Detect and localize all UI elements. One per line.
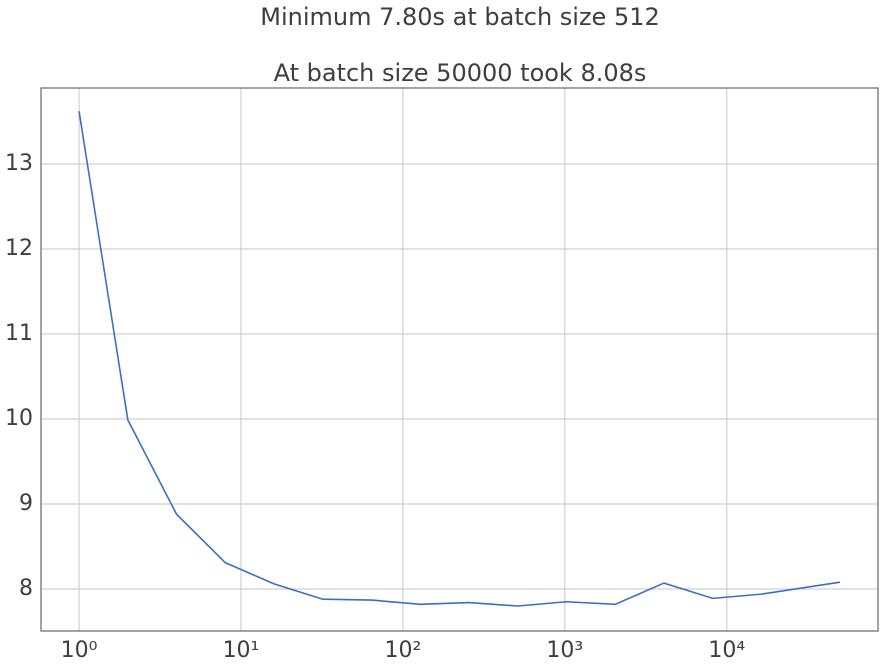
y-tick-label: 9 <box>19 491 33 516</box>
x-tick-label: 10⁰ <box>61 638 98 663</box>
x-tick-label: 10⁴ <box>708 638 745 663</box>
y-tick-label: 8 <box>19 576 33 601</box>
line-series <box>78 111 841 607</box>
y-tick-label: 10 <box>5 406 33 431</box>
x-tick-label: 10¹ <box>223 638 260 663</box>
x-tick-label: 10² <box>385 638 422 663</box>
plot-frame <box>40 87 879 632</box>
x-tick-label: 10³ <box>546 638 583 663</box>
chart-title: Minimum 7.80s at batch size 512 <box>260 3 660 31</box>
y-tick-label: 11 <box>5 321 33 346</box>
chart-subtitle: At batch size 50000 took 8.08s <box>274 59 647 87</box>
y-tick-label: 12 <box>5 236 33 261</box>
y-tick-label: 13 <box>5 151 33 176</box>
